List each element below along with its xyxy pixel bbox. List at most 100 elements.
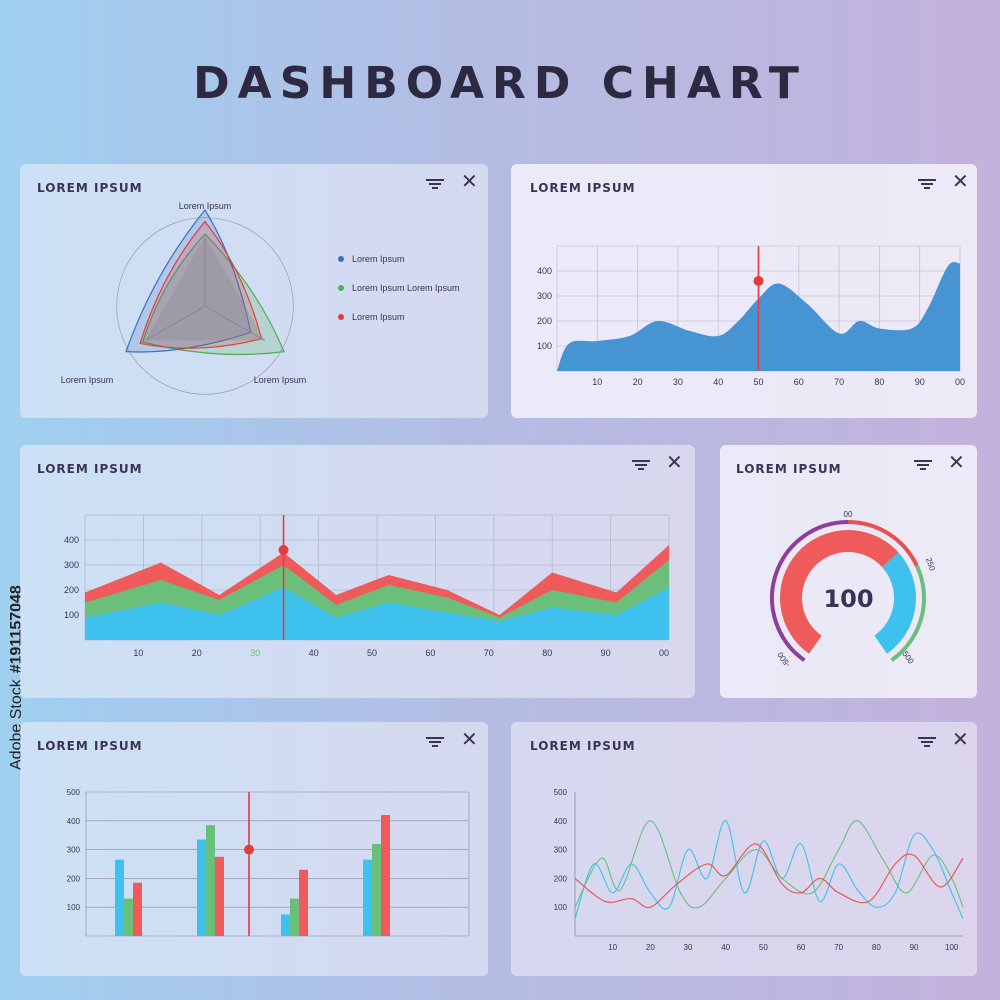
x-tick-label: 40	[721, 943, 730, 952]
bars-card: LOREM IPSUM ✕ 100 200 300 400 500	[20, 722, 488, 976]
card-title: LOREM IPSUM	[530, 181, 636, 195]
x-tick-label: 100	[945, 943, 959, 952]
gauge-outer-arc	[847, 520, 919, 567]
x-tick-label: 60	[797, 943, 806, 952]
x-tick-label: 70	[834, 943, 843, 952]
x-tick-label: 50	[753, 377, 763, 387]
y-tick-label: 200	[554, 874, 568, 883]
line-series	[574, 843, 964, 909]
marker-dot	[278, 545, 289, 555]
lines-card: LOREM IPSUM ✕ 100 200 300 400 500 10 20 30 40 50 6…	[511, 722, 977, 976]
y-tick-label: 300	[64, 560, 79, 570]
bar	[381, 815, 390, 936]
card-title: LOREM IPSUM	[37, 181, 143, 195]
gauge-value: 100	[823, 585, 874, 613]
x-tick-label: 00	[659, 648, 669, 658]
x-tick-label: 50	[367, 648, 377, 658]
filter-icon[interactable]	[632, 458, 650, 472]
gauge-label: -500	[775, 650, 792, 669]
y-tick-label: 400	[554, 817, 568, 826]
card-title: LOREM IPSUM	[530, 739, 636, 753]
y-tick-label: 100	[554, 903, 568, 912]
page-title: DASHBOARD CHART	[193, 58, 807, 109]
x-tick-label: 10	[608, 943, 617, 952]
radar-axis-label: Lorem Ipsum	[254, 375, 307, 385]
y-tick-label: 300	[554, 846, 568, 855]
radar-axis-label: Lorem Ipsum	[179, 201, 232, 211]
radar-core	[145, 236, 265, 341]
area-card: LOREM IPSUM ✕ 100 200 300 400 10 20 30 40 50 60 70…	[511, 164, 977, 418]
gauge-label: 250	[924, 556, 937, 572]
x-tick-label: 10	[133, 648, 143, 658]
filter-icon[interactable]	[426, 735, 444, 749]
filter-icon[interactable]	[914, 458, 932, 472]
radar-series	[125, 208, 252, 353]
filter-icon[interactable]	[426, 177, 444, 191]
close-icon[interactable]: ✕	[952, 171, 969, 193]
card-title: LOREM IPSUM	[37, 739, 143, 753]
gauge-rest-arc	[873, 552, 916, 654]
x-tick-label: 70	[834, 377, 844, 387]
filter-icon[interactable]	[918, 177, 936, 191]
y-tick-label: 500	[554, 788, 568, 797]
radar-chart: Lorem Ipsum Lorem Ipsum Lorem Ipsum	[61, 201, 307, 395]
close-icon[interactable]: ✕	[952, 729, 969, 751]
stacked-series	[85, 587, 669, 640]
x-tick-label: 30	[673, 377, 683, 387]
y-tick-label: 200	[64, 585, 79, 595]
bar	[115, 859, 124, 936]
bar	[206, 825, 215, 936]
bar	[197, 839, 206, 936]
radar-axis-label: Lorem Ipsum	[61, 375, 114, 385]
x-tick-label: 90	[910, 943, 919, 952]
x-tick-label: 40	[713, 377, 723, 387]
y-tick-label: 300	[67, 846, 81, 855]
card-title: LOREM IPSUM	[736, 462, 842, 476]
legend-item: Lorem Ipsum	[338, 312, 405, 322]
x-tick-label: 80	[874, 377, 884, 387]
bar	[124, 898, 133, 936]
y-tick-label: 100	[67, 903, 81, 912]
close-icon[interactable]: ✕	[948, 452, 965, 474]
x-tick-label: 30	[684, 943, 693, 952]
gauge-outer-arc	[770, 520, 849, 662]
x-tick-label: 40	[309, 648, 319, 658]
gauge-card: LOREM IPSUM ✕ 00 250 500 -500 100	[720, 445, 977, 698]
x-tick-label: 70	[484, 648, 494, 658]
filter-icon[interactable]	[918, 735, 936, 749]
x-tick-label: 20	[192, 648, 202, 658]
stacked-area-chart: 100 200 300 400 10 20 30 40 50 60 70 80 90 00	[64, 514, 670, 658]
legend-item: Lorem Ipsum Lorem Ipsum	[338, 283, 460, 293]
gauge-outer-arc	[890, 565, 926, 662]
x-tick-label: 00	[955, 377, 965, 387]
close-icon[interactable]: ✕	[666, 452, 683, 474]
legend-label: Lorem Ipsum Lorem Ipsum	[352, 283, 460, 293]
y-tick-label: 400	[537, 266, 552, 276]
stacked-card: LOREM IPSUM ✕ 100 200 300 400 10 20 30 40 50 60 70…	[20, 445, 695, 698]
close-icon[interactable]: ✕	[461, 171, 478, 193]
card-title: LOREM IPSUM	[37, 462, 143, 476]
x-tick-label: 80	[872, 943, 881, 952]
x-tick-label: 80	[542, 648, 552, 658]
y-tick-label: 200	[67, 874, 81, 883]
area-chart: 100 200 300 400 10 20 30 40 50 60 70 80 90 00	[537, 245, 965, 387]
gauge-label: 500	[901, 650, 916, 667]
marker-dot	[753, 276, 764, 286]
bar	[215, 856, 224, 936]
bar	[290, 898, 299, 936]
y-tick-label: 200	[537, 316, 552, 326]
bar	[299, 869, 308, 936]
y-tick-label: 400	[67, 817, 81, 826]
radar-card: LOREM IPSUM ✕ Lorem Ipsum Lorem Ipsum Lore…	[20, 164, 488, 418]
line-series	[574, 820, 964, 909]
y-tick-label: 500	[67, 788, 81, 797]
y-tick-label: 300	[537, 291, 552, 301]
x-tick-label: 20	[646, 943, 655, 952]
legend-label: Lorem Ipsum	[352, 254, 405, 264]
radar-series	[139, 220, 263, 349]
x-tick-label: 20	[633, 377, 643, 387]
gauge-label: 00	[844, 510, 853, 519]
close-icon[interactable]: ✕	[461, 729, 478, 751]
x-tick-label: 90	[601, 648, 611, 658]
line-chart: 100 200 300 400 500 10 20 30 40 50 60 70 80 90 100	[554, 788, 964, 952]
